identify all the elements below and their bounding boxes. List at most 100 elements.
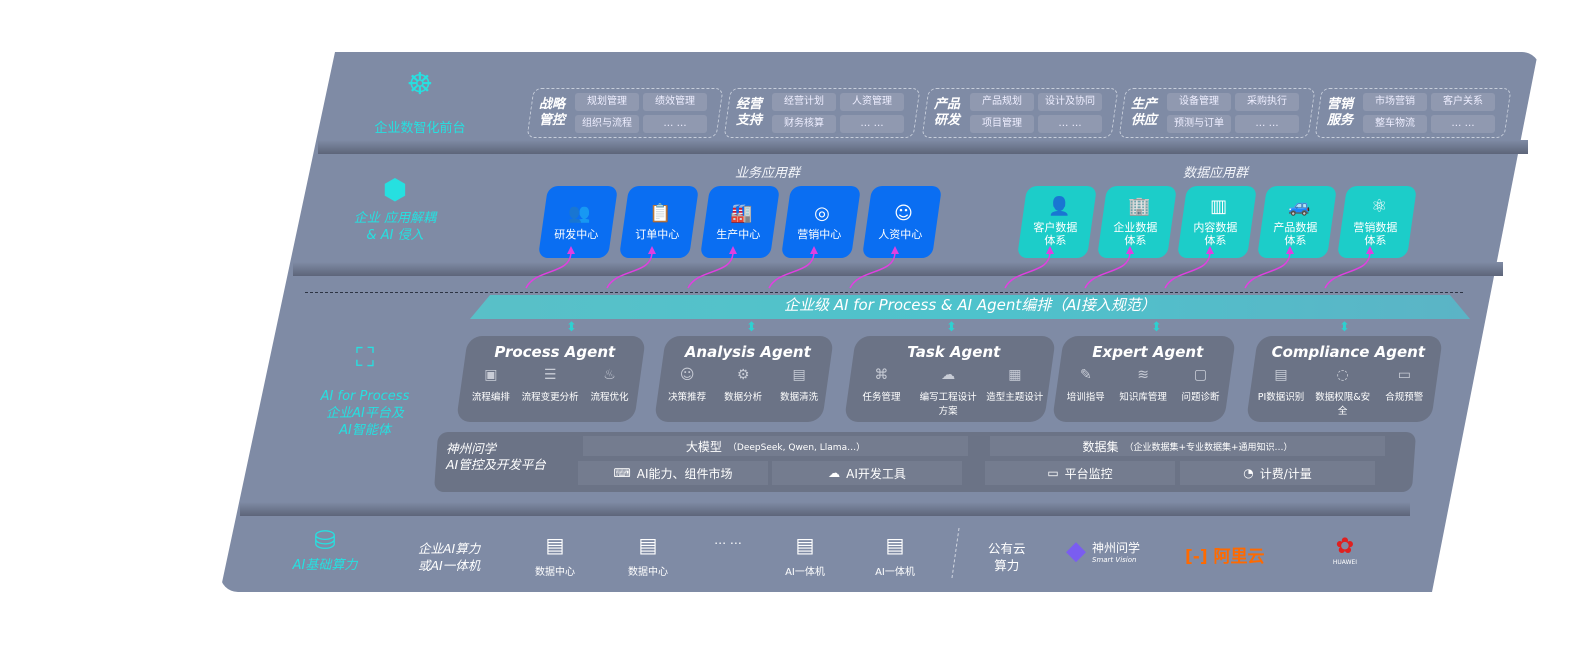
billing-button[interactable]: ◔ 计费/计量 (1180, 461, 1375, 485)
brain-icon: ☸ (406, 67, 434, 102)
connector-arrow (768, 251, 815, 289)
arrowhead (1126, 246, 1134, 254)
agent-capability: ▢ 问题诊断 (1181, 367, 1220, 403)
agent-capability: ☁ 编写工程设计方案 (919, 367, 977, 417)
connector-arrow (1324, 251, 1371, 289)
compute-node: ▤ AI一体机 (775, 533, 835, 578)
aliyun-logo: [-] 阿里云 (1185, 547, 1265, 567)
platform-title: 神州问学 AI管控及开发平台 (446, 441, 546, 472)
agent-capability: ⚙ 数据分析 (724, 367, 763, 403)
bidirectional-arrow-icon: ⬍ (746, 320, 757, 335)
connector-arrow (525, 251, 572, 289)
server-icon: ▤ (638, 533, 658, 557)
connector-arrow (1084, 251, 1131, 289)
agent-capability: ▣ 流程编排 (471, 367, 510, 403)
capability-icon: ⌘ (874, 367, 889, 383)
layer-ai-label: ⛶ AI for Process 企业AI平台及 AI智能体 (300, 338, 430, 439)
agent-card[interactable]: Compliance Agent ▤ PI数据识别 ◌ 数据权限&安全 ▭ 合规预警 (1245, 336, 1444, 422)
onprem-label: 企业AI算力 或AI一体机 (418, 541, 481, 573)
compute-node: ▤ 数据中心 (618, 533, 678, 578)
server-icon: ▤ (795, 533, 815, 557)
capability-icon: ▢ (1193, 367, 1208, 383)
dev-tools-icon: ☁ (828, 466, 841, 480)
monitor-icon: ▭ (1047, 466, 1059, 480)
orchestration-banner (470, 295, 1470, 319)
connector-arrow (687, 251, 734, 289)
agent-capability: ⌘ 任务管理 (862, 367, 901, 403)
capability-icon: ☰ (543, 367, 557, 383)
dataset-bar: 数据集 （企业数据集+专业数据集+通用知识…） (990, 436, 1385, 456)
aliyun-bracket-icon: [-] (1185, 547, 1208, 567)
server-icon: ▤ (545, 533, 565, 557)
agent-card[interactable]: Analysis Agent ☺ 决策推荐 ⚙ 数据分析 ▤ 数据清洗 (653, 336, 835, 422)
bidirectional-arrow-icon: ⬍ (1339, 320, 1350, 335)
arrowhead (729, 246, 737, 254)
capability-icon: ▤ (1274, 367, 1288, 383)
layer-app-label: ⬢ 企业 应用解耦 & AI 侵入 (340, 170, 450, 244)
capability-icon: ▣ (484, 367, 498, 383)
capability-icon: ▤ (792, 367, 806, 383)
capability-icon: ☁ (941, 367, 956, 383)
database-icon: ⛁ (314, 526, 336, 556)
agent-capability: ▦ 造型主题设计 (986, 367, 1044, 403)
capability-icon: ▭ (1397, 367, 1411, 383)
arrowhead (1366, 246, 1374, 254)
orchestration-banner-text: 企业级 AI for Process & AI Agent编排（AI接入规范） (784, 296, 1156, 314)
agent-capability: ◌ 数据权限&安全 (1315, 367, 1371, 417)
data-apps-title: 数据应用群 (1183, 166, 1249, 181)
agent-capability: ▭ 合规预警 (1385, 367, 1424, 403)
compute-node: ▤ 数据中心 (525, 533, 585, 578)
capability-icon: ≋ (1137, 367, 1150, 383)
ai-market-button[interactable]: ⌨ AI能力、组件市场 (578, 461, 768, 485)
agent-capability: ▤ PI数据识别 (1257, 367, 1305, 403)
agent-capability: ♨ 流程优化 (590, 367, 629, 403)
public-cloud-label: 公有云 算力 (988, 541, 1026, 573)
business-apps-title: 业务应用群 (735, 166, 801, 181)
capability-icon: ◌ (1336, 367, 1349, 383)
huawei-petals-icon: ✿ (1335, 534, 1355, 559)
arrowhead (1286, 246, 1294, 254)
connector-arrow (1244, 251, 1291, 289)
agent-card[interactable]: Expert Agent ✎ 培训指导 ≋ 知识库管理 ▢ 问题诊断 (1051, 336, 1237, 422)
arrowhead (567, 246, 575, 254)
bidirectional-arrow-icon: ⬍ (566, 320, 577, 335)
ai-dev-tools-button[interactable]: ☁ AI开发工具 (772, 461, 962, 485)
platform-monitor-button[interactable]: ▭ 平台监控 (985, 461, 1175, 485)
capability-icon: ⚙ (736, 367, 750, 383)
layer-infra-label: ⛁ AI基础算力 (270, 525, 380, 574)
shenzhou-logo: ◆ 神州问学 Smart Vision (1066, 536, 1141, 566)
component-market-icon: ⌨ (613, 466, 631, 480)
agent-card[interactable]: Task Agent ⌘ 任务管理 ☁ 编写工程设计方案 ▦ 造型主题设计 (843, 336, 1057, 422)
bidirectional-arrow-icon: ⬍ (1151, 320, 1162, 335)
connector-arrow (1164, 251, 1211, 289)
arrowhead (810, 246, 818, 254)
capability-icon: ▦ (1008, 367, 1022, 383)
diamond-logo-icon: ◆ (1066, 536, 1086, 566)
arrowhead (648, 246, 656, 254)
llm-bar: 大模型 （DeepSeek, Qwen, Llama…） (583, 436, 968, 456)
agent-capability: ☺ 决策推荐 (668, 367, 707, 403)
capability-icon: ☺ (679, 367, 695, 383)
dashed-divider (305, 292, 1463, 293)
arrowhead (1046, 246, 1054, 254)
server-icon: ▤ (885, 533, 905, 557)
agent-capability: ≋ 知识库管理 (1119, 367, 1167, 403)
connector-arrow (849, 251, 896, 289)
agent-capability: ▤ 数据清洗 (780, 367, 819, 403)
face-scan-icon: ⛶ (355, 343, 375, 373)
connector-arrow (606, 251, 653, 289)
arrowhead (891, 246, 899, 254)
agent-card[interactable]: Process Agent ▣ 流程编排 ☰ 流程变更分析 ♨ 流程优化 (455, 336, 647, 422)
arrowhead (1206, 246, 1214, 254)
compute-node: ▤ AI一体机 (865, 533, 925, 578)
capability-icon: ✎ (1079, 367, 1092, 383)
layer-divider (240, 502, 1410, 516)
agent-capability: ☰ 流程变更分析 (521, 367, 579, 403)
compute-node: … … (714, 533, 742, 547)
molecule-icon: ⬢ (382, 173, 408, 206)
layer-divider (293, 262, 1503, 276)
capability-icon: ♨ (603, 367, 616, 383)
layer-divider (318, 140, 1528, 154)
agent-capability: ✎ 培训指导 (1066, 367, 1105, 403)
